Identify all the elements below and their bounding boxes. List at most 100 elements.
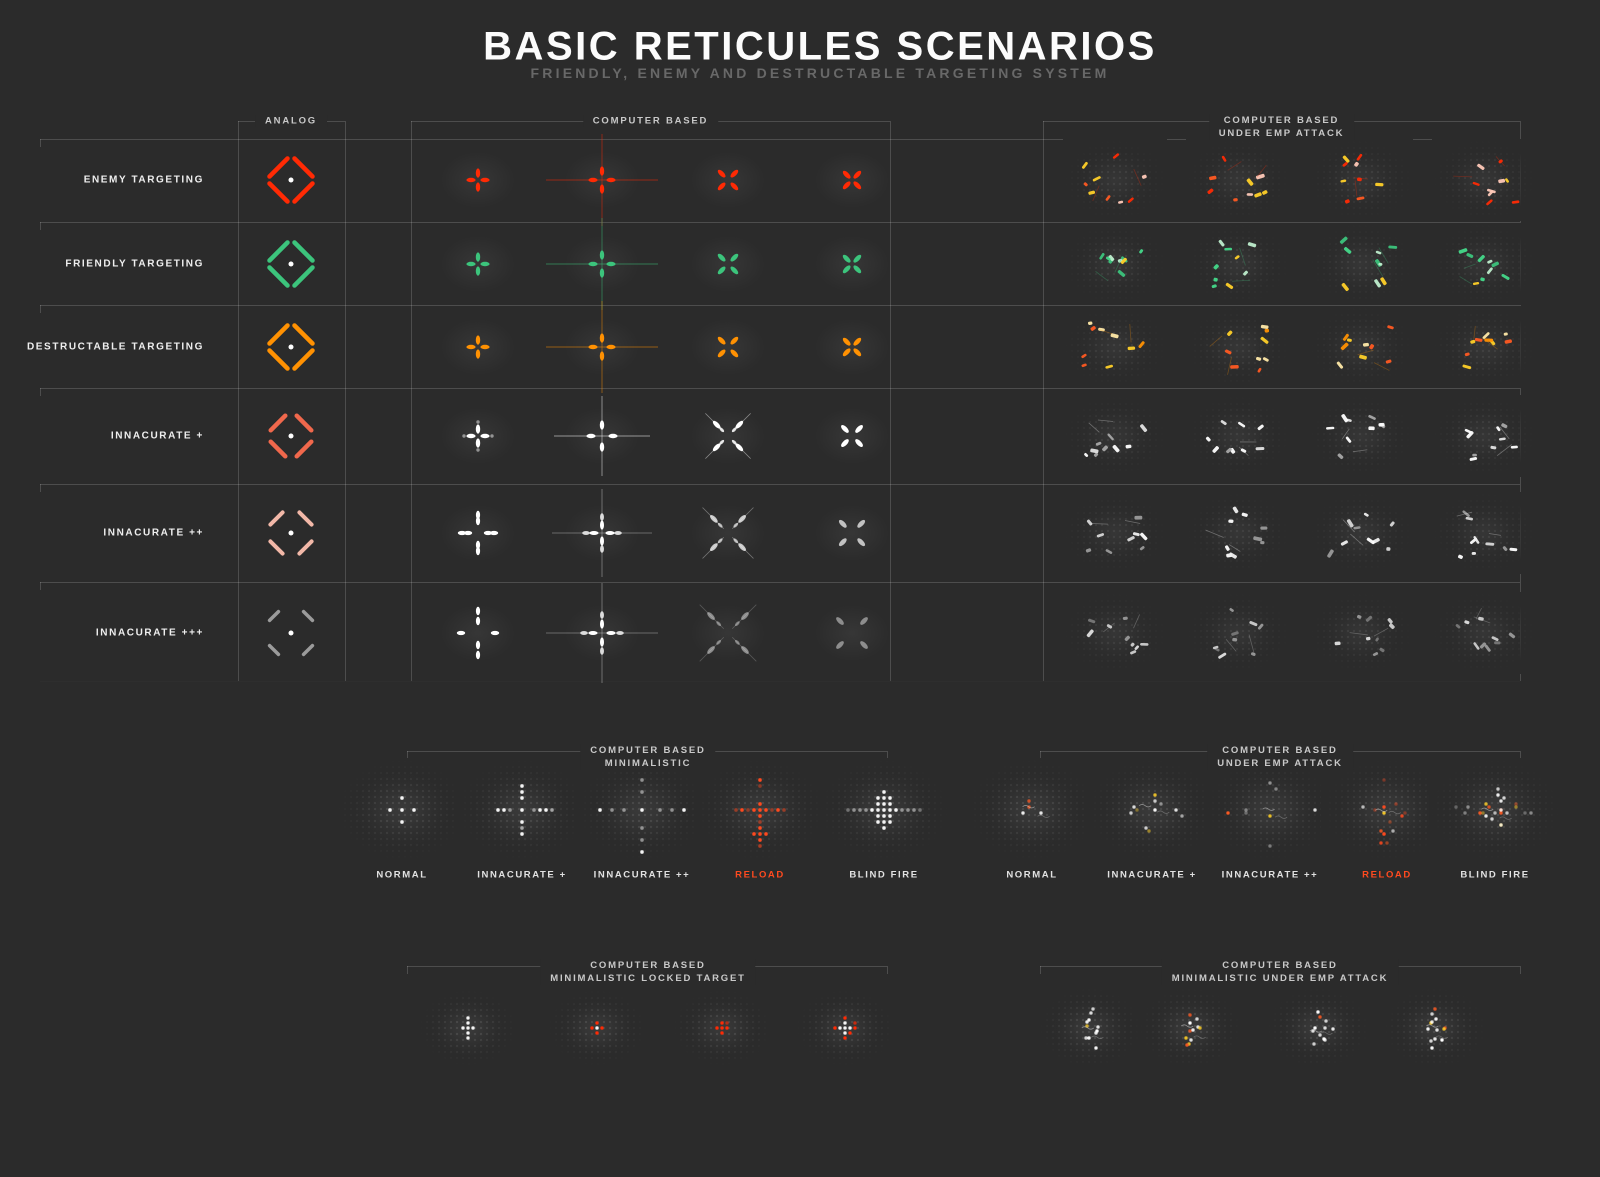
reticle-computer-row4-col1: [403, 377, 553, 495]
section-header-minimal-emp-line1: COMPUTER BASED: [1222, 745, 1338, 756]
cell-glow: [678, 398, 778, 474]
minimal-emp-label-inn2: INNACURATE ++: [1221, 869, 1319, 881]
cell-glow: [1309, 492, 1413, 574]
cell-glow: [552, 495, 652, 571]
grid-line-horizontal: [40, 484, 1520, 485]
reticle-computer-row2-col4: [777, 205, 927, 323]
section-header-minimal-emp-line2: UNDER EMP ATTACK: [1217, 758, 1343, 769]
reticle-computer-row3-col4: [777, 288, 927, 406]
cell-glow: [678, 495, 778, 571]
reticle-computer-row2-col3: [653, 205, 803, 323]
cell-glow: [1309, 306, 1413, 388]
reticle-computer-row1-col3: [653, 121, 803, 239]
group-header-analog: ANALOG: [255, 114, 327, 128]
cell-glow: [802, 142, 902, 218]
grid-line-vertical: [411, 121, 412, 681]
reticle-minimal-emp-normal: [967, 758, 1097, 862]
reticle-emp-row5-col3: [1286, 474, 1436, 592]
reticle-computer-row6-col4: [777, 574, 927, 692]
minimal-label-blind: BLIND FIRE: [849, 869, 919, 881]
cell-glow: [1432, 139, 1536, 221]
cell-glow: [1186, 306, 1290, 388]
reticle-computer-row5-col3: [653, 474, 803, 592]
grid-line-vertical: [1520, 966, 1521, 974]
reticle-minimal-blind: [819, 758, 949, 862]
section-header-minimal-emp: COMPUTER BASED UNDER EMP ATTACK: [1207, 744, 1353, 770]
grid-line-vertical: [40, 484, 41, 492]
reticle-emp-row6-col3: [1286, 574, 1436, 692]
reticle-computer-row5-col1: [403, 474, 553, 592]
grid-line-vertical: [238, 121, 239, 681]
cell-glow: [802, 398, 902, 474]
reticle-minimal-inn2: [577, 758, 707, 862]
section-header-minimalistic: COMPUTER BASED MINIMALISTIC: [580, 744, 716, 770]
reticle-analog-row1: [236, 136, 346, 224]
group-header-emp-attack: COMPUTER BASED UNDER EMP ATTACK: [1208, 114, 1355, 140]
cell-glow: [1086, 758, 1218, 862]
reticle-emp-row1-col3: [1286, 121, 1436, 239]
reticle-emp-row3-col1: [1040, 288, 1190, 406]
row-label-friendly-targeting: FRIENDLY TARGETING: [65, 258, 204, 270]
cell-glow: [1309, 223, 1413, 305]
cell-glow: [428, 142, 528, 218]
reticle-computer-row4-col4: [777, 377, 927, 495]
cell-glow: [1309, 395, 1413, 477]
reticle-analog-row4: [236, 392, 346, 480]
minimal-emp-label-blind: BLIND FIRE: [1460, 869, 1530, 881]
reticle-computer-row4-col2: [527, 377, 677, 495]
reticle-emp-row5-col1: [1040, 474, 1190, 592]
reticle-emp-row4-col1: [1040, 377, 1190, 495]
reticle-emp-row1-col2: [1163, 121, 1313, 239]
cell-glow: [678, 226, 778, 302]
cell-glow: [428, 495, 528, 571]
grid-line-vertical: [40, 388, 41, 396]
cell-glow: [1432, 395, 1536, 477]
minimal-label-normal: NORMAL: [376, 869, 428, 881]
reticle-emp-row5-col2: [1163, 474, 1313, 592]
reticle-computer-row2-col1: [403, 205, 553, 323]
cell-glow: [1186, 139, 1290, 221]
reticle-emp-row4-col2: [1163, 377, 1313, 495]
grid-line-vertical: [407, 966, 408, 974]
row-label-innacurate-: INNACURATE +++: [95, 627, 204, 639]
reticle-emp-row2-col2: [1163, 205, 1313, 323]
grid-line-horizontal: [40, 222, 1520, 223]
cell-glow: [1309, 592, 1413, 674]
section-header-locked-emp-line2: MINIMALISTIC UNDER EMP ATTACK: [1171, 973, 1389, 984]
cell-glow: [1432, 492, 1536, 574]
section-header-locked-target: COMPUTER BASED MINIMALISTIC LOCKED TARGET: [540, 959, 756, 985]
grid-line-vertical: [1043, 121, 1044, 681]
grid-line-vertical: [887, 751, 888, 759]
row-label-enemy-targeting: ENEMY TARGETING: [83, 174, 204, 186]
reticle-computer-row2-col2: [527, 205, 677, 323]
row-label-innacurate-: INNACURATE +: [110, 430, 204, 442]
reticle-locked-3: [677, 993, 767, 1063]
section-header-minimalistic-line1: COMPUTER BASED: [590, 745, 706, 756]
reticle-computer-row3-col1: [403, 288, 553, 406]
cell-glow: [428, 398, 528, 474]
cell-glow: [802, 495, 902, 571]
group-header-analog-line1: ANALOG: [265, 115, 317, 127]
reticle-locked-emp-3: [1268, 986, 1368, 1070]
cell-glow: [1432, 306, 1536, 388]
reticle-computer-row5-col2: [527, 474, 677, 592]
reticle-emp-row3-col2: [1163, 288, 1313, 406]
reticle-locked-4: [800, 993, 890, 1063]
reticle-emp-row2-col3: [1286, 205, 1436, 323]
cell-glow: [1186, 395, 1290, 477]
cell-glow: [1063, 395, 1167, 477]
cell-glow: [802, 595, 902, 671]
reticle-emp-row1-col1: [1040, 121, 1190, 239]
grid-line-vertical: [1520, 751, 1521, 759]
section-header-minimalistic-line2: MINIMALISTIC: [604, 758, 692, 769]
group-header-computer-based: COMPUTER BASED: [582, 114, 719, 128]
reticle-computer-row1-col1: [403, 121, 553, 239]
reticle-emp-row6-col2: [1163, 574, 1313, 692]
grid-line-vertical: [887, 966, 888, 974]
cell-glow: [552, 595, 652, 671]
reticle-analog-row6: [236, 589, 346, 677]
reticle-minimal-emp-inn1: [1087, 758, 1217, 862]
section-header-locked-target-line1: COMPUTER BASED: [590, 960, 706, 971]
reticle-computer-row3-col2: [527, 288, 677, 406]
grid-line-vertical: [1040, 966, 1041, 974]
